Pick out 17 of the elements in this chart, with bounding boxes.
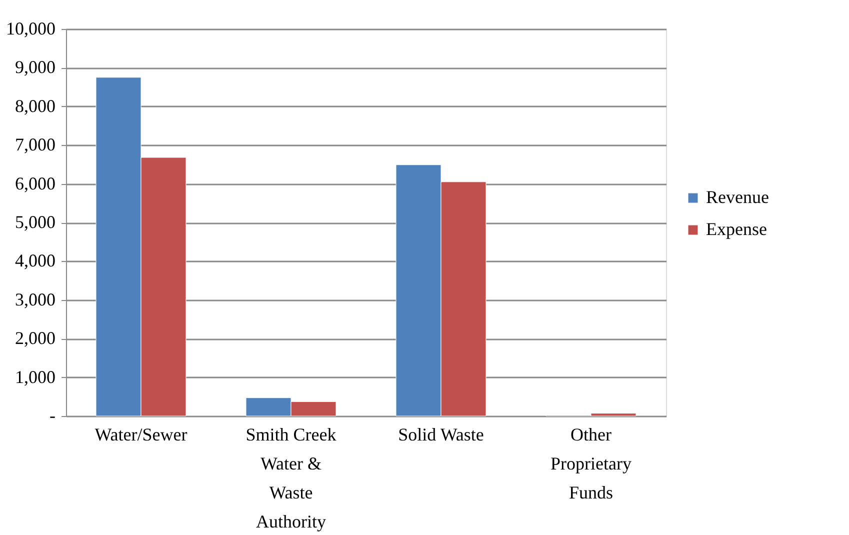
y-tick-label: 1,000	[15, 366, 56, 387]
y-tick-label: 8,000	[15, 96, 56, 116]
y-tick-label: -	[50, 406, 56, 426]
y-tick-label: 6,000	[15, 173, 56, 194]
x-tick-label: Water/Sewer	[94, 424, 188, 444]
x-tick-label: Other Proprietary Funds	[550, 424, 632, 502]
legend-label: Expense	[706, 219, 767, 239]
y-tick-label: 5,000	[15, 212, 56, 232]
y-tick-label: 3,000	[15, 289, 56, 310]
x-tick-label: Solid Waste	[398, 424, 484, 444]
legend-label: Revenue	[706, 187, 769, 207]
y-tick-label: 4,000	[15, 250, 56, 271]
y-tick-label: 7,000	[15, 134, 56, 155]
y-tick-label: 10,000	[6, 18, 56, 38]
y-tick-label: 9,000	[15, 57, 56, 78]
y-tick-label: 2,000	[15, 328, 56, 348]
x-tick-label: Smith Creek Water & Waste Authority	[246, 424, 336, 532]
